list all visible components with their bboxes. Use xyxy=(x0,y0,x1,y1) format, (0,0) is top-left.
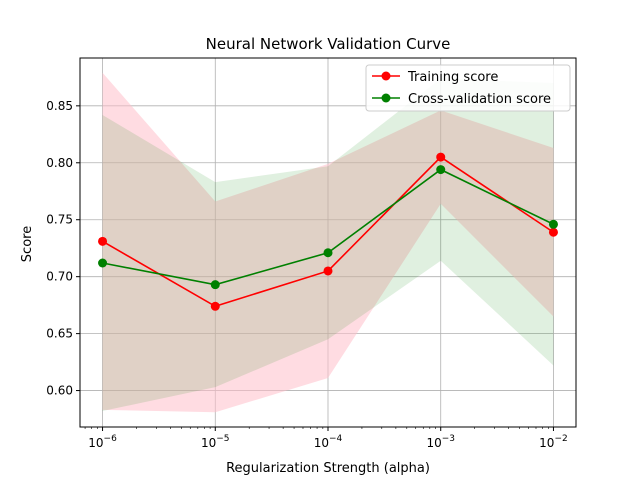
data-point-cross-validation xyxy=(323,248,333,258)
legend-marker-training xyxy=(381,71,391,81)
data-point-training xyxy=(436,152,446,162)
data-point-cross-validation xyxy=(210,280,220,290)
legend-label-training: Training score xyxy=(407,70,498,85)
legend-marker-cross-validation xyxy=(381,93,391,103)
legend-box xyxy=(365,64,571,112)
y-tick-label: 0.65 xyxy=(46,327,73,341)
x-tick-label: 10−5 xyxy=(201,434,230,450)
x-tick-label: 10−4 xyxy=(314,434,343,450)
y-tick-label: 0.70 xyxy=(46,270,73,284)
plot-area: 10−6 10−5 10−4 10−3 10−2 0.60 0.65 0.70 0.75 0.80… xyxy=(46,57,577,450)
y-tick-label: 0.85 xyxy=(46,99,73,113)
data-point-cross-validation xyxy=(548,219,558,229)
legend-label-cross-validation: Cross-validation score xyxy=(408,92,551,107)
data-point-training xyxy=(548,227,558,237)
x-tick-label: 10−2 xyxy=(539,434,568,450)
data-point-training xyxy=(210,301,220,311)
data-point-training xyxy=(98,236,108,246)
score-band-cross-validation xyxy=(102,78,554,412)
x-axis-label: Regularization Strength (alpha) xyxy=(226,461,430,476)
x-tick-label: 10−6 xyxy=(88,434,117,450)
x-tick-label: 10−3 xyxy=(426,434,455,450)
y-tick-label: 0.60 xyxy=(46,384,73,398)
data-point-cross-validation xyxy=(98,258,108,268)
data-point-training xyxy=(323,266,333,276)
chart-title: Neural Network Validation Curve xyxy=(206,35,451,53)
data-point-cross-validation xyxy=(436,165,446,175)
y-tick-label: 0.75 xyxy=(46,213,73,227)
y-tick-label: 0.80 xyxy=(46,156,73,170)
y-axis-label: Score xyxy=(20,226,35,262)
